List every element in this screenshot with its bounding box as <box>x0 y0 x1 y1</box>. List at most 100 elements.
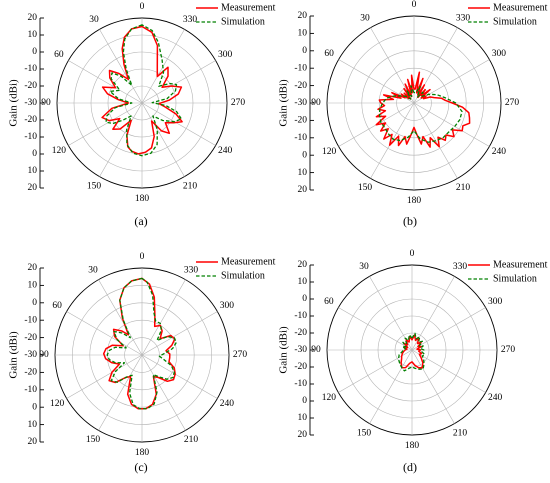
radial-tick-label: 20 <box>28 13 38 23</box>
radial-tick-label: 20 <box>28 263 38 273</box>
legend: Measurement Simulation <box>196 256 276 281</box>
y-axis-label: Gain (dBi) <box>8 79 20 127</box>
polar-plot-1: 0 30 60 90 120 150 180 210 240 270 300 330 20 10 0 -10 -… <box>8 2 276 228</box>
angle-tick-label: 270 <box>501 345 516 355</box>
grid-spoke <box>411 307 486 351</box>
angle-tick-label: 240 <box>220 399 235 409</box>
radial-tick-label: 10 <box>28 166 38 176</box>
angle-tick-label: 60 <box>324 297 334 307</box>
radial-tick-label: -20 <box>24 115 37 125</box>
radial-tick-label: -10 <box>24 132 37 142</box>
subplot-label: (d) <box>403 460 417 474</box>
angle-tick-label: 30 <box>89 15 99 25</box>
radial-tick-label: 20 <box>298 260 308 270</box>
angle-tick-label: 30 <box>359 262 369 272</box>
angle-tick-label: 150 <box>86 435 101 445</box>
radial-tick-label: -10 <box>294 311 307 321</box>
radial-tick-label: 0 <box>32 298 37 308</box>
grid-spoke <box>98 354 143 431</box>
angle-tick-label: 150 <box>357 428 372 438</box>
radial-tick-label: -20 <box>24 368 37 378</box>
angle-tick-label: 210 <box>456 183 471 193</box>
angle-tick-label: 330 <box>183 15 198 25</box>
radial-tick-label: -20 <box>294 81 307 91</box>
radial-tick-label: 0 <box>302 396 307 406</box>
radial-tick-label: -20 <box>294 362 307 372</box>
grid-spoke <box>411 349 455 424</box>
angle-tick-label: 150 <box>87 181 102 191</box>
measurement-series-line <box>375 71 471 148</box>
legend-simulation-label: Simulation <box>221 270 265 281</box>
angle-tick-label: 240 <box>492 147 507 157</box>
angle-tick-label: 330 <box>453 262 468 272</box>
radial-tick-label: -30 <box>294 345 307 355</box>
angle-tick-label: 210 <box>184 435 199 445</box>
angle-tick-label: 300 <box>220 301 235 311</box>
radial-tick-label: 10 <box>298 29 308 39</box>
angle-tick-label: 120 <box>322 147 337 157</box>
radial-tick-label: 10 <box>28 420 38 430</box>
angle-tick-label: 270 <box>233 350 248 360</box>
angle-tick-label: 300 <box>218 50 233 60</box>
angle-tick-label: 90 <box>311 98 321 108</box>
grid-spoke <box>338 307 413 351</box>
angle-tick-label: 180 <box>135 448 150 458</box>
angle-tick-label: 210 <box>183 181 198 191</box>
angle-tick-label: 210 <box>453 428 468 438</box>
radial-tick-label: -10 <box>24 385 37 395</box>
radial-tick-label: -30 <box>24 98 37 108</box>
angle-tick-label: 330 <box>184 265 199 275</box>
subplot-label: (c) <box>134 460 147 474</box>
simulation-series-line <box>398 332 426 372</box>
angle-tick-label: 330 <box>456 13 471 23</box>
radial-tick-label: 0 <box>32 402 37 412</box>
legend-simulation-label: Simulation <box>221 16 265 27</box>
legend-simulation-label: Simulation <box>493 16 537 27</box>
grid-spoke <box>369 349 413 424</box>
y-axis-label: Gain (dBi) <box>278 326 290 374</box>
radial-tick-label: 20 <box>298 185 308 195</box>
grid-spoke <box>413 102 490 147</box>
angle-tick-label: 300 <box>492 49 507 59</box>
simulation-series-line <box>105 24 183 157</box>
radial-tick-label: 0 <box>302 150 307 160</box>
grid-spoke <box>66 354 143 399</box>
angle-tick-label: 120 <box>322 393 337 403</box>
grid-spoke <box>68 60 143 104</box>
radial-tick-label: 10 <box>298 413 308 423</box>
radial-tick-label: -20 <box>24 81 37 91</box>
angle-tick-label: 0 <box>410 249 415 259</box>
measurement-series-line <box>101 25 183 155</box>
radial-tick-label: 0 <box>32 47 37 57</box>
radial-tick-label: 10 <box>28 281 38 291</box>
legend: Measurement Simulation <box>468 2 548 27</box>
radial-tick-label: 10 <box>28 30 38 40</box>
grid-spoke <box>141 354 186 431</box>
angle-tick-label: 270 <box>505 98 520 108</box>
legend-simulation-label: Simulation <box>493 273 537 284</box>
angle-tick-label: 60 <box>52 301 62 311</box>
angle-tick-label: 180 <box>405 441 420 451</box>
angle-tick-label: 120 <box>50 399 65 409</box>
angle-tick-label: 30 <box>360 13 370 23</box>
radial-tick-label: -10 <box>24 64 37 74</box>
grid-spoke <box>141 60 216 104</box>
angle-tick-label: 60 <box>54 50 64 60</box>
angle-tick-label: 0 <box>140 252 145 262</box>
legend-measurement-label: Measurement <box>493 259 548 270</box>
legend: Measurement Simulation <box>468 259 548 284</box>
radial-tick-label: -10 <box>294 63 307 73</box>
angle-tick-label: 240 <box>488 393 503 403</box>
radial-tick-label: -10 <box>294 133 307 143</box>
radial-tick-label: 0 <box>32 149 37 159</box>
radial-tick-label: -10 <box>294 379 307 389</box>
polar-plot-4: 0 30 60 90 120 150 180 210 240 270 300 330 20 10 0 -10 -… <box>278 249 548 474</box>
legend-measurement-label: Measurement <box>221 256 276 267</box>
angle-tick-label: 270 <box>231 98 246 108</box>
grid-spoke <box>66 311 143 356</box>
y-axis-label: Gain (dBi) <box>278 79 290 127</box>
angle-tick-label: 90 <box>41 98 51 108</box>
grid-spoke <box>141 102 216 146</box>
radial-tick-label: -20 <box>294 328 307 338</box>
